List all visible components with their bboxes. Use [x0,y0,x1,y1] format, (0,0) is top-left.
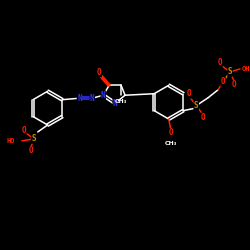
Text: HO: HO [6,138,15,144]
Text: S: S [32,134,36,143]
Text: O: O [97,68,102,77]
Text: OH: OH [242,66,250,72]
Text: O: O [232,80,236,89]
Text: N: N [90,94,94,103]
Text: CH₃: CH₃ [164,141,177,146]
Text: O: O [168,128,173,138]
Text: O: O [201,113,205,122]
Text: O: O [22,126,26,136]
Text: S: S [228,68,232,76]
Text: O: O [28,146,33,155]
Text: N: N [101,91,105,100]
Text: CH₃: CH₃ [115,99,127,104]
Text: O: O [187,89,192,98]
Text: O: O [221,77,225,86]
Text: N: N [77,94,82,103]
Text: N: N [113,99,117,108]
Text: S: S [194,101,198,110]
Text: O: O [218,58,222,68]
